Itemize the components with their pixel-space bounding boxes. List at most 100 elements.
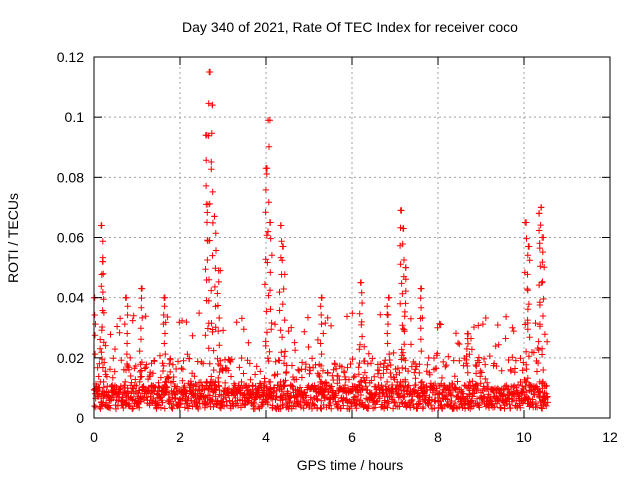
data-point	[373, 398, 380, 406]
data-point	[474, 385, 482, 393]
data-point	[136, 387, 143, 394]
data-point	[281, 271, 288, 278]
data-point	[191, 373, 198, 380]
data-point	[538, 351, 546, 358]
data-point	[202, 401, 210, 408]
data-point	[178, 317, 186, 324]
data-point	[110, 355, 117, 362]
data-point	[537, 263, 544, 270]
data-point	[399, 322, 406, 329]
data-point	[522, 348, 530, 355]
data-point	[451, 373, 458, 380]
data-point	[188, 397, 195, 404]
data-point	[368, 377, 375, 384]
data-point	[539, 405, 546, 412]
data-point	[482, 375, 489, 383]
data-point	[216, 386, 223, 394]
data-point	[216, 342, 223, 349]
data-point	[535, 338, 542, 345]
data-point	[505, 356, 512, 364]
data-point	[236, 364, 243, 371]
data-point	[399, 364, 406, 372]
data-point	[268, 326, 275, 333]
data-point	[436, 320, 443, 327]
data-point	[164, 384, 171, 391]
data-point	[538, 404, 545, 412]
data-point	[212, 265, 219, 272]
data-point	[336, 376, 343, 384]
data-point	[256, 394, 263, 401]
data-point	[276, 288, 283, 296]
data-point	[476, 359, 483, 366]
data-point	[384, 303, 391, 310]
data-point	[196, 387, 203, 394]
data-point	[391, 399, 398, 406]
data-point	[532, 400, 540, 407]
data-point	[121, 320, 128, 328]
data-point	[116, 329, 123, 336]
data-point	[268, 319, 275, 327]
data-point	[431, 380, 439, 388]
data-point	[179, 366, 187, 373]
data-point	[136, 404, 143, 411]
data-point	[524, 306, 532, 313]
data-point	[258, 403, 265, 410]
data-point	[268, 252, 276, 259]
data-point	[238, 315, 246, 322]
data-point	[102, 399, 110, 406]
data-point	[364, 360, 371, 368]
data-point	[386, 356, 393, 364]
y-tick-label: 0.08	[57, 169, 84, 185]
data-point	[349, 310, 356, 317]
data-point	[281, 382, 288, 389]
data-point	[382, 402, 390, 410]
x-tick-label: 4	[262, 429, 270, 445]
data-point	[332, 392, 340, 399]
data-point	[389, 405, 397, 412]
data-point	[543, 402, 550, 410]
data-point	[305, 343, 312, 351]
data-point	[238, 354, 245, 362]
data-point	[265, 143, 273, 150]
data-point	[544, 393, 551, 400]
data-point	[149, 388, 156, 396]
data-point	[157, 374, 165, 381]
data-point	[279, 300, 286, 308]
data-point	[524, 374, 531, 382]
data-point	[156, 352, 164, 359]
data-point	[233, 319, 240, 326]
data-point	[377, 374, 385, 381]
data-point	[137, 361, 144, 368]
data-point	[301, 328, 308, 335]
data-point	[539, 258, 546, 266]
data-point	[215, 327, 222, 335]
data-point	[206, 237, 213, 244]
data-point	[428, 396, 436, 403]
data-point	[206, 68, 214, 76]
data-point	[369, 355, 376, 362]
x-tick-label: 10	[516, 429, 532, 445]
data-point	[265, 357, 272, 365]
data-point	[543, 390, 550, 397]
data-point	[187, 378, 195, 385]
data-point	[400, 225, 407, 232]
data-point	[308, 355, 316, 362]
data-point	[523, 365, 530, 373]
data-point	[195, 309, 203, 317]
data-point	[202, 266, 209, 273]
data-point	[206, 200, 213, 208]
data-point	[120, 404, 127, 412]
data-point	[100, 395, 107, 402]
data-point	[541, 331, 549, 338]
data-point	[525, 353, 533, 360]
data-point	[482, 314, 489, 322]
data-point	[387, 361, 394, 369]
data-point	[98, 222, 105, 229]
data-point	[328, 383, 335, 390]
data-point	[199, 360, 207, 367]
data-point	[424, 361, 431, 368]
data-point	[402, 264, 409, 271]
data-point	[314, 336, 322, 344]
data-point	[387, 369, 394, 377]
data-point	[524, 326, 531, 333]
